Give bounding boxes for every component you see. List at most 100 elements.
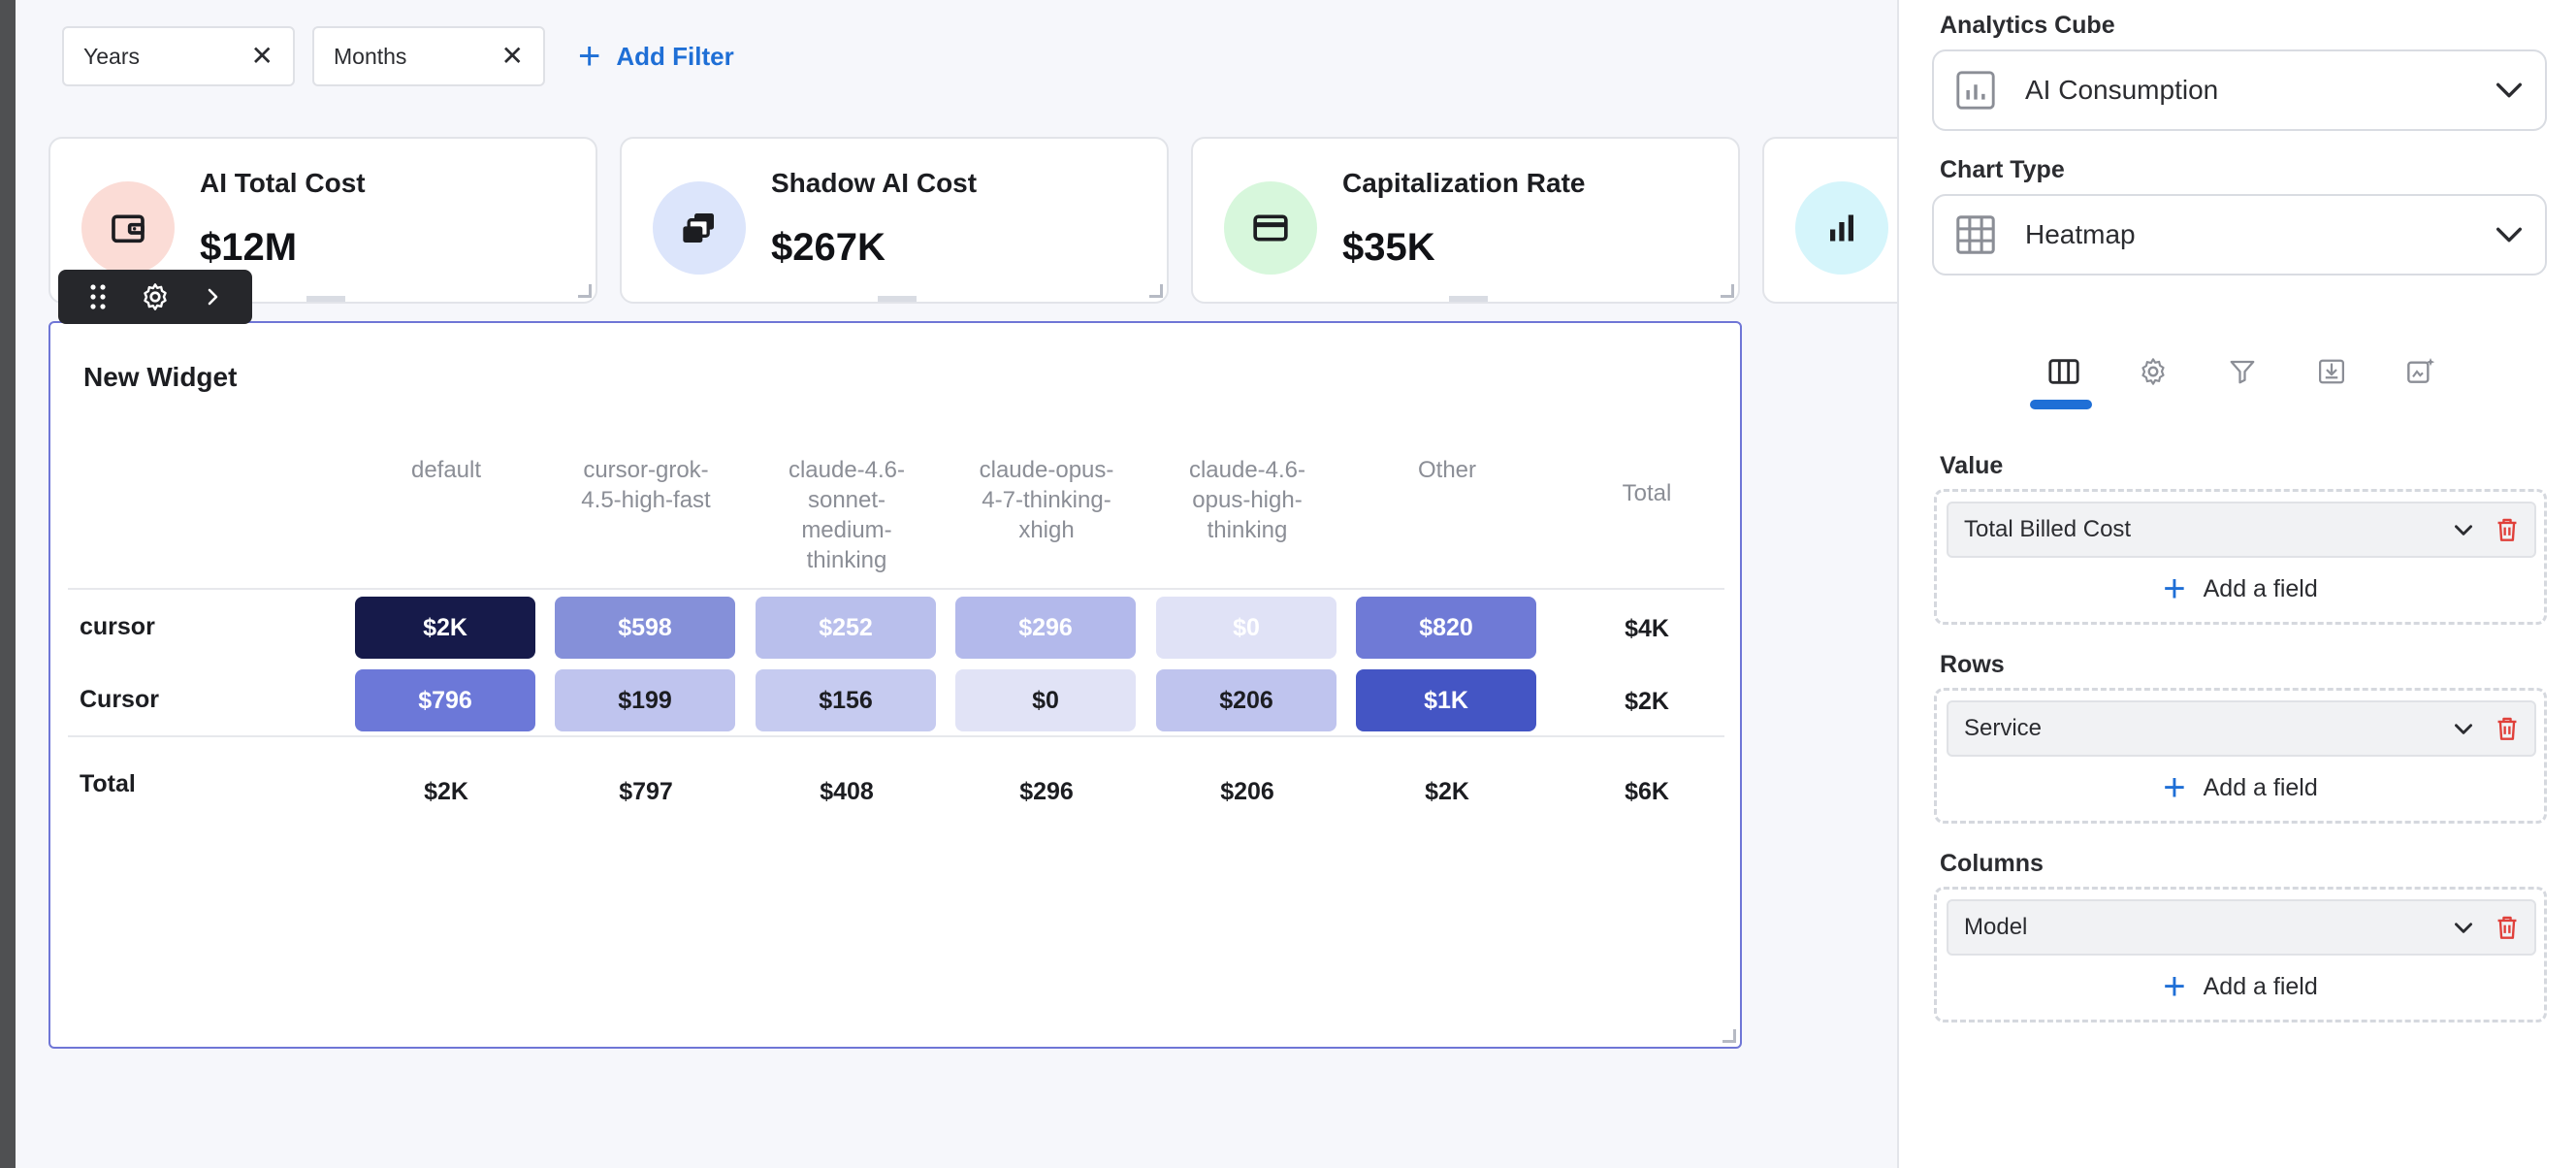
heatmap-cell[interactable]: $820 <box>1356 597 1536 659</box>
analytics-cube-select[interactable]: AI Consumption <box>1932 49 2547 131</box>
drag-handle-icon[interactable] <box>79 277 117 316</box>
field-label: Service <box>1964 715 2043 741</box>
trash-icon[interactable] <box>2496 716 2519 741</box>
tab-columns[interactable] <box>2035 347 2093 396</box>
kpi-card-partial[interactable] <box>1762 137 1897 304</box>
kpi-value: $35K <box>1342 226 1435 269</box>
chevron-right-icon[interactable] <box>193 277 232 316</box>
analytics-cube-label: Analytics Cube <box>1940 12 2115 39</box>
kpi-title: Capitalization Rate <box>1342 168 1586 198</box>
column-header-cursor-grok: cursor-grok- 4.5-high-fast <box>555 455 737 515</box>
column-header-line: thinking <box>1207 517 1288 543</box>
row-total: $4K <box>1625 615 1669 642</box>
heatmap-cell[interactable]: $0 <box>955 669 1136 731</box>
rows-field[interactable]: Service <box>1947 700 2536 757</box>
kpi-value: $267K <box>771 226 886 269</box>
plus-icon: + <box>2163 965 2186 1008</box>
heatmap-cell[interactable]: $199 <box>555 669 735 731</box>
tab-filters[interactable] <box>2213 347 2271 396</box>
add-field-button[interactable]: + Add a field <box>1937 569 2544 608</box>
resize-handle[interactable] <box>1449 296 1488 302</box>
gear-icon <box>2141 358 2165 385</box>
wallet-icon <box>81 181 175 275</box>
resize-corner[interactable] <box>1721 284 1734 298</box>
close-icon[interactable]: ✕ <box>500 41 524 71</box>
kpi-card-shadow-ai-cost[interactable]: Shadow AI Cost $267K <box>620 137 1169 304</box>
close-icon[interactable]: ✕ <box>250 41 274 71</box>
tab-settings[interactable] <box>2124 347 2182 396</box>
resize-corner[interactable] <box>1149 284 1163 298</box>
add-filter-button[interactable]: + Add Filter <box>578 37 734 76</box>
divider <box>68 588 1724 590</box>
chart-type-label: Chart Type <box>1940 156 2065 183</box>
chevron-down-icon[interactable] <box>2451 915 2476 940</box>
filter-chip-years[interactable]: Years ✕ <box>62 26 295 86</box>
tab-export[interactable] <box>2302 347 2361 396</box>
chart-type-select[interactable]: Heatmap <box>1932 194 2547 276</box>
plus-icon: + <box>2163 568 2186 610</box>
column-total: $2K <box>1425 778 1469 805</box>
resize-handle[interactable] <box>878 296 917 302</box>
filter-chip-label: Months <box>334 43 407 69</box>
column-header-line: claude-opus- <box>979 457 1114 483</box>
column-header-claude-opus-high: claude-4.6- opus-high- thinking <box>1156 455 1338 545</box>
column-header-line: Total <box>1622 480 1672 506</box>
columns-dropzone[interactable]: Model + Add a field <box>1934 887 2547 1022</box>
column-header-default: default <box>355 455 537 485</box>
tab-ai[interactable] <box>2392 347 2450 396</box>
plus-icon: + <box>2163 766 2186 809</box>
columns-section-label: Columns <box>1940 850 2044 877</box>
row-label-total: Total <box>80 770 136 797</box>
column-header-line: xhigh <box>1018 517 1075 543</box>
value-field[interactable]: Total Billed Cost <box>1947 502 2536 558</box>
gear-icon[interactable] <box>136 277 175 316</box>
heatmap-cell[interactable]: $0 <box>1156 597 1336 659</box>
chevron-down-icon[interactable] <box>2451 716 2476 741</box>
resize-handle[interactable] <box>306 296 345 302</box>
panel-tabs <box>1899 347 2576 415</box>
add-field-label: Add a field <box>2203 574 2318 602</box>
kpi-value: $12M <box>200 226 298 269</box>
trash-icon[interactable] <box>2496 915 2519 940</box>
chevron-down-icon <box>2496 227 2523 243</box>
column-header-line: Other <box>1417 457 1477 483</box>
add-field-label: Add a field <box>2203 972 2318 1000</box>
column-total: $296 <box>1019 778 1074 805</box>
column-header-line: thinking <box>806 547 887 573</box>
column-header-line: 4-7-thinking- <box>982 487 1111 513</box>
widget-toolbar <box>58 270 252 324</box>
heatmap-widget[interactable]: New Widget default cursor-grok- 4.5-high… <box>48 321 1742 1049</box>
chart-type-value: Heatmap <box>2025 219 2136 249</box>
kpi-card-capitalization-rate[interactable]: Capitalization Rate $35K <box>1191 137 1740 304</box>
chevron-down-icon[interactable] <box>2451 517 2476 542</box>
analytics-cube-value: AI Consumption <box>2025 75 2219 105</box>
kpi-title: AI Total Cost <box>200 168 366 198</box>
add-filter-label: Add Filter <box>616 41 734 71</box>
heatmap-cell[interactable]: $296 <box>955 597 1136 659</box>
trash-icon[interactable] <box>2496 517 2519 542</box>
resize-corner[interactable] <box>578 284 592 298</box>
resize-corner[interactable] <box>1723 1029 1736 1043</box>
filter-chip-months[interactable]: Months ✕ <box>312 26 545 86</box>
heatmap-cell[interactable]: $598 <box>555 597 735 659</box>
chevron-down-icon <box>2496 82 2523 98</box>
heatmap-cell[interactable]: $796 <box>355 669 535 731</box>
add-field-button[interactable]: + Add a field <box>1937 768 2544 807</box>
column-header-claude-sonnet: claude-4.6- sonnet- medium- thinking <box>756 455 938 575</box>
heatmap-cell[interactable]: $2K <box>355 597 535 659</box>
column-header-line: medium- <box>801 517 892 543</box>
heatmap-cell[interactable]: $252 <box>756 597 936 659</box>
widget-settings-panel: Analytics Cube AI Consumption Chart Type… <box>1897 0 2576 1168</box>
heatmap-cell[interactable]: $156 <box>756 669 936 731</box>
heatmap-cell[interactable]: $206 <box>1156 669 1336 731</box>
grand-total: $6K <box>1625 778 1669 805</box>
rows-dropzone[interactable]: Service + Add a field <box>1934 688 2547 824</box>
value-dropzone[interactable]: Total Billed Cost + Add a field <box>1934 489 2547 625</box>
widget-title: New Widget <box>83 362 238 392</box>
add-field-button[interactable]: + Add a field <box>1937 967 2544 1006</box>
column-header-line: claude-4.6- <box>1188 457 1306 483</box>
column-total: $206 <box>1220 778 1274 805</box>
heatmap-cell[interactable]: $1K <box>1356 669 1536 731</box>
column-header-claude-opus-xhigh: claude-opus- 4-7-thinking- xhigh <box>955 455 1138 545</box>
columns-field[interactable]: Model <box>1947 899 2536 956</box>
